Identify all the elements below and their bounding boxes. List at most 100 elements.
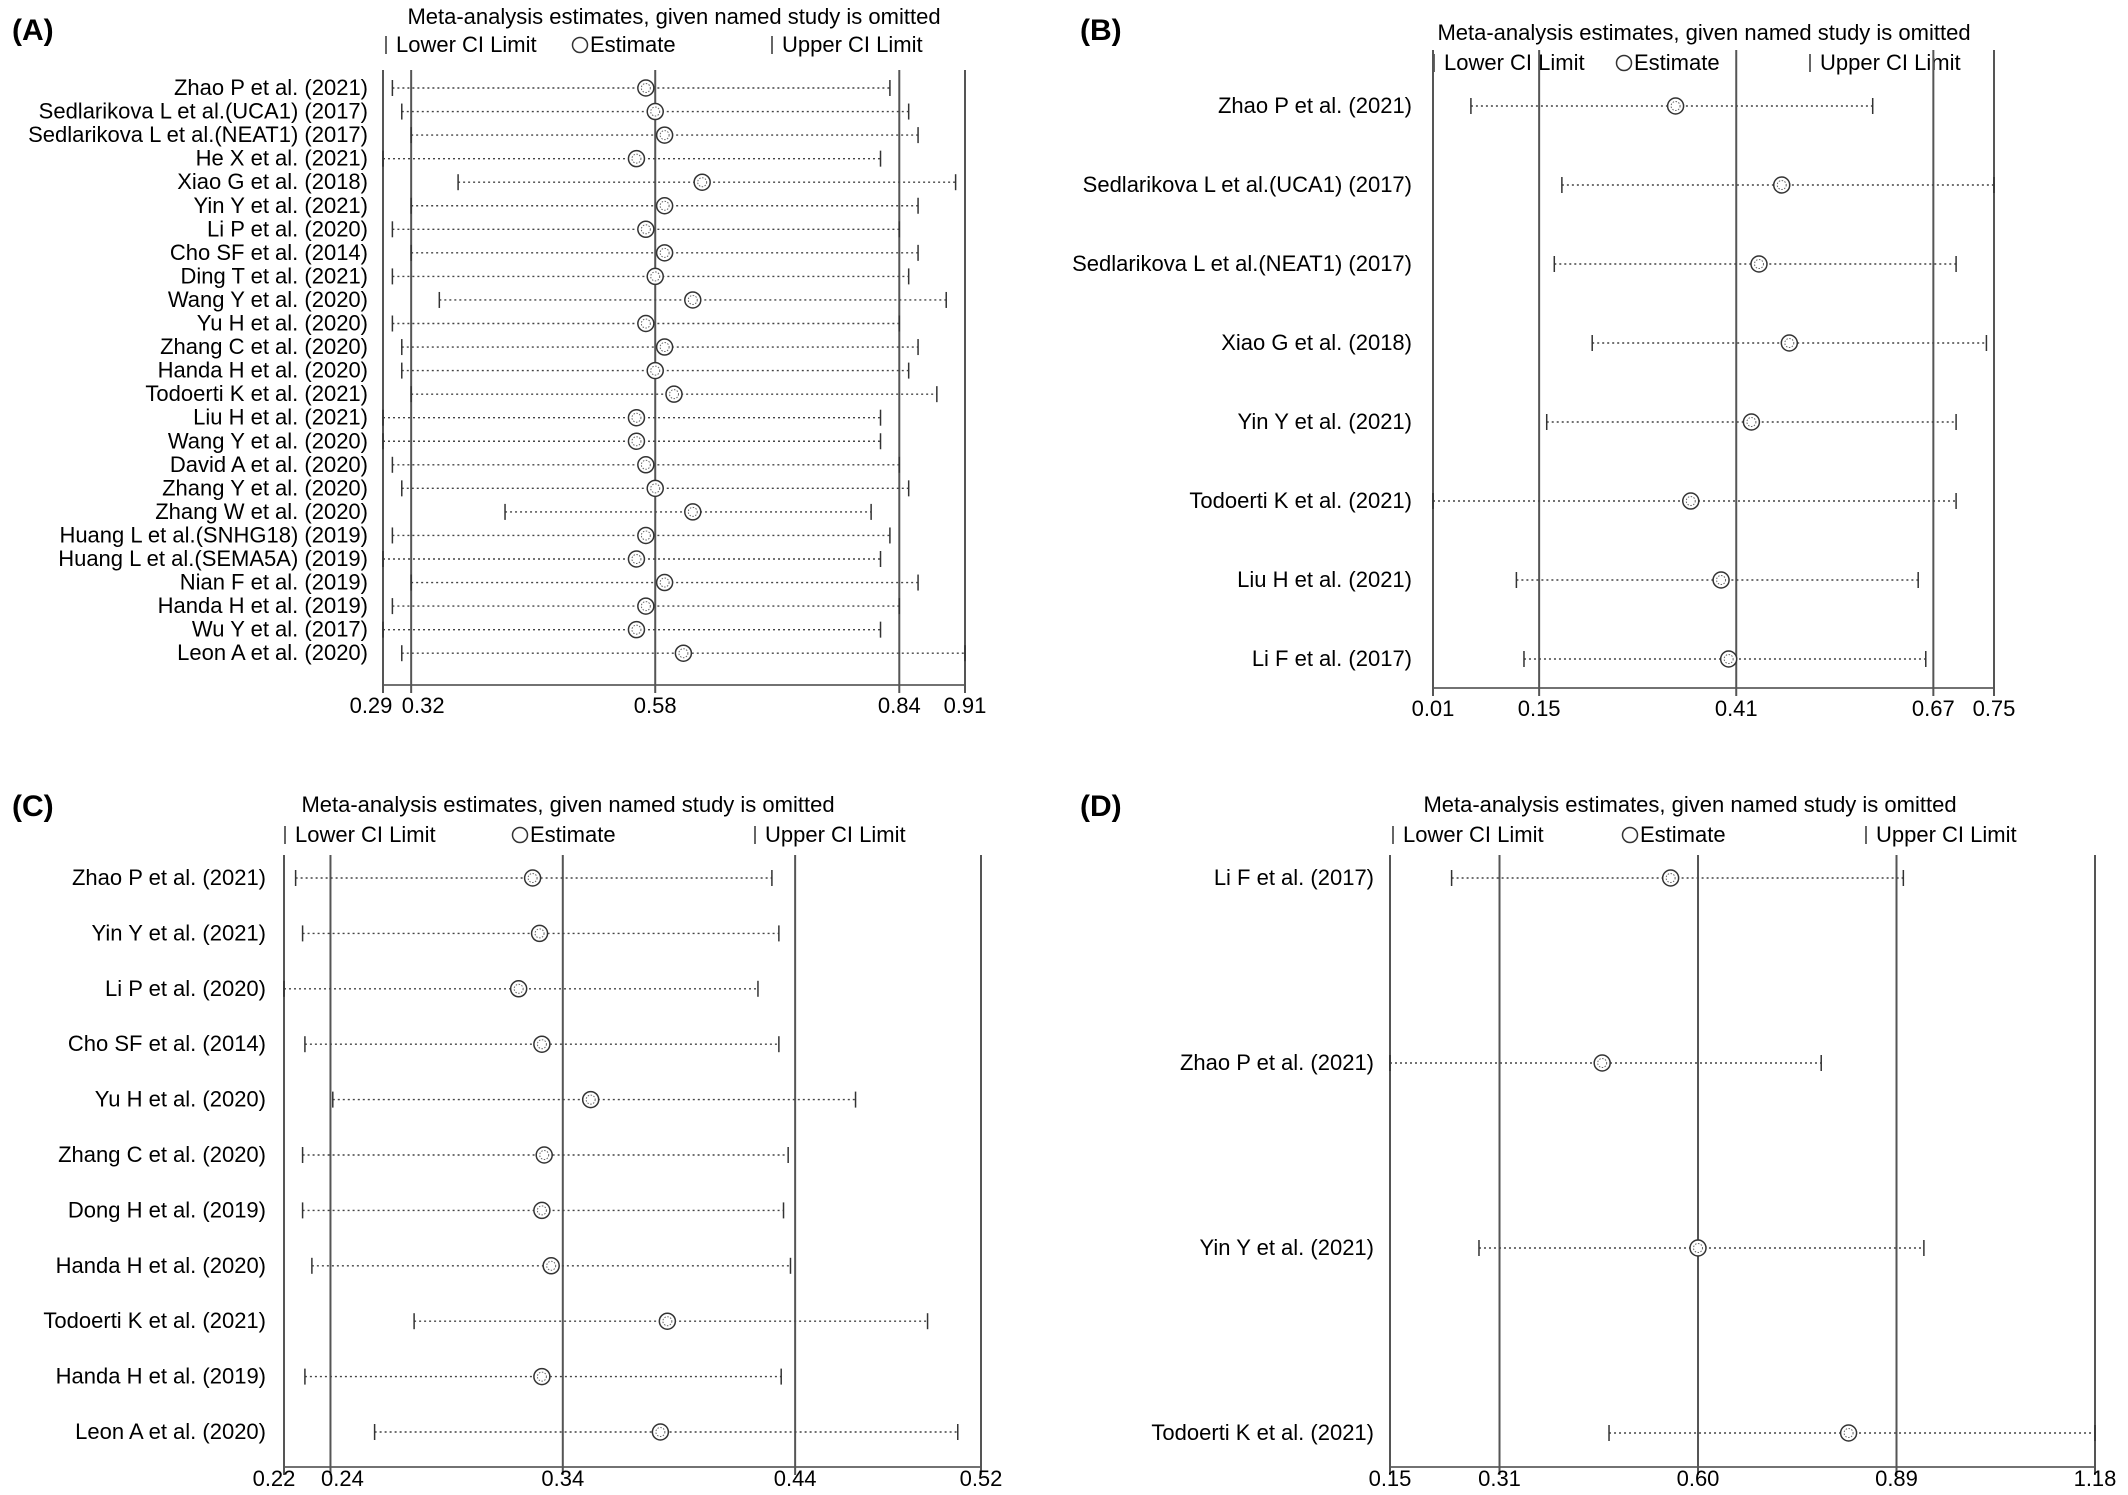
estimate-circle [627,432,646,450]
estimate-circle [655,338,674,356]
estimate-circle [674,644,693,662]
study-row: Todoerti K et al. (2021) [145,381,938,406]
estimate-circle-inner [536,1039,547,1050]
estimate-circle [637,314,655,333]
estimate-circle-inner [1784,338,1795,348]
tick-label: 0.31 [1478,1466,1521,1491]
study-row: Yu H et al. (2020) [95,1087,857,1112]
estimate-circle-inner [585,1094,596,1105]
estimate-circle-inner [669,389,679,400]
tick-label: 0.75 [1973,696,2016,721]
estimate-circle [1719,650,1738,668]
estimate-circle [646,267,664,286]
tick-label: 1.18 [2074,1466,2117,1491]
estimate-circle-inner [1685,496,1696,506]
estimate-circle [1593,1054,1611,1072]
study-row: Sedlarikova L et al.(NEAT1) (2017) [1072,251,1957,276]
estimate-circle [542,1257,560,1275]
study-label: David A et al. (2020) [170,452,368,477]
study-row: Yin Y et al. (2021) [1200,1235,1925,1260]
estimate-circle [646,361,664,380]
study-row: Cho SF et al. (2014) [68,1031,780,1056]
estimate-circle-inner [536,1371,547,1382]
study-label: Zhao P et al. (2021) [72,865,266,890]
study-label: Yin Y et al. (2021) [1200,1235,1375,1260]
study-label: Li P et al. (2020) [105,976,266,1001]
study-row: Wang Y et al. (2020) [168,428,882,453]
tick-label: 0.67 [1912,696,1955,721]
estimate-circle [684,503,702,521]
study-row: Zhang C et al. (2020) [160,334,919,359]
tick-label: 0.15 [1369,1466,1412,1491]
study-label: Wang Y et al. (2020) [168,287,368,312]
estimate-circle [523,869,542,887]
estimate-circle-inner [1746,417,1757,427]
panel-b: (B) Meta-analysis estimates, given named … [1072,14,2015,721]
study-row: Handa H et al. (2020) [158,358,910,383]
estimate-circle-inner [1753,259,1764,269]
study-row: Yin Y et al. (2021) [92,920,780,945]
panel-label: (D) [1080,790,1122,823]
study-row: Liu H et al. (2021) [193,405,882,430]
estimate-circle-inner [650,106,661,117]
study-label: Zhang W et al. (2020) [155,499,368,524]
study-label: Handa H et al. (2019) [56,1364,266,1389]
estimate-circle [693,173,711,191]
study-label: Yu H et al. (2020) [95,1087,266,1112]
study-label: Yu H et al. (2020) [197,311,368,336]
estimate-circle-inner [640,459,651,470]
estimate-circle [665,385,683,403]
estimate-circle-inner [659,200,670,211]
estimate-circle-inner [640,83,651,93]
study-row: Yin Y et al. (2021) [1238,409,1957,434]
study-label: Huang L et al.(SEMA5A) (2019) [58,546,368,571]
estimate-circle [627,408,646,427]
study-row: Todoerti K et al. (2021) [43,1308,929,1333]
estimate-circle [533,1035,551,1053]
estimate-circle [533,1367,551,1386]
study-label: Ding T et al. (2021) [180,263,368,288]
study-label: Li F et al. (2017) [1252,646,1412,671]
study-row: Todoerti K et al. (2021) [1189,488,1957,513]
legend-estimate-marker [511,826,529,844]
study-label: Zhang C et al. (2020) [160,334,368,359]
study-label: Zhao P et al. (2021) [1180,1050,1374,1075]
estimate-circle-inner [678,648,689,659]
study-label: Handa H et al. (2020) [158,358,368,383]
study-row: Cho SF et al. (2014) [170,240,919,265]
estimate-circle-inner [1665,873,1676,883]
study-row: Zhang Y et al. (2020) [162,475,910,500]
panel-label: (A) [12,14,54,47]
estimate-circle-inner [1693,1243,1704,1253]
legend-lower-label: Lower CI Limit [1403,822,1544,847]
study-label: Zhao P et al. (2021) [174,75,368,100]
study-label: He X et al. (2021) [196,146,368,171]
estimate-circle [1772,176,1791,194]
estimate-circle-inner [659,130,670,141]
tick-label: 0.29 [350,693,393,718]
tick-label: 0.89 [1875,1466,1918,1491]
estimate-circle [646,102,664,121]
study-label: Li F et al. (2017) [1214,865,1374,890]
tick-label: 0.60 [1677,1466,1720,1491]
study-row: David A et al. (2020) [170,452,901,477]
study-row: Wang Y et al. (2020) [168,287,947,312]
tick-label: 0.22 [253,1466,296,1491]
estimate-circle-inner [1716,575,1727,585]
estimate-circle-inner [631,436,642,447]
study-row: Zhang C et al. (2020) [58,1142,789,1167]
legend-estimate-label: Estimate [1634,50,1720,75]
estimate-circle-inner [640,530,651,541]
study-row: Zhao P et al. (2021) [174,75,891,100]
legend-estimate-label: Estimate [1640,822,1726,847]
tick-label: 0.84 [878,693,921,718]
tick-label: 0.15 [1518,696,1561,721]
estimate-circle-inner [546,1260,557,1271]
tick-label: 0.01 [1412,696,1455,721]
study-row: Nian F et al. (2019) [180,570,919,595]
study-label: Yin Y et al. (2021) [92,920,267,945]
study-row: Yu H et al. (2020) [197,311,901,336]
panel-title: Meta-analysis estimates, given named stu… [301,792,834,817]
study-label: Sedlarikova L et al.(NEAT1) (2017) [28,122,368,147]
panel-d: (D) Meta-analysis estimates, given named … [1080,790,2116,1491]
